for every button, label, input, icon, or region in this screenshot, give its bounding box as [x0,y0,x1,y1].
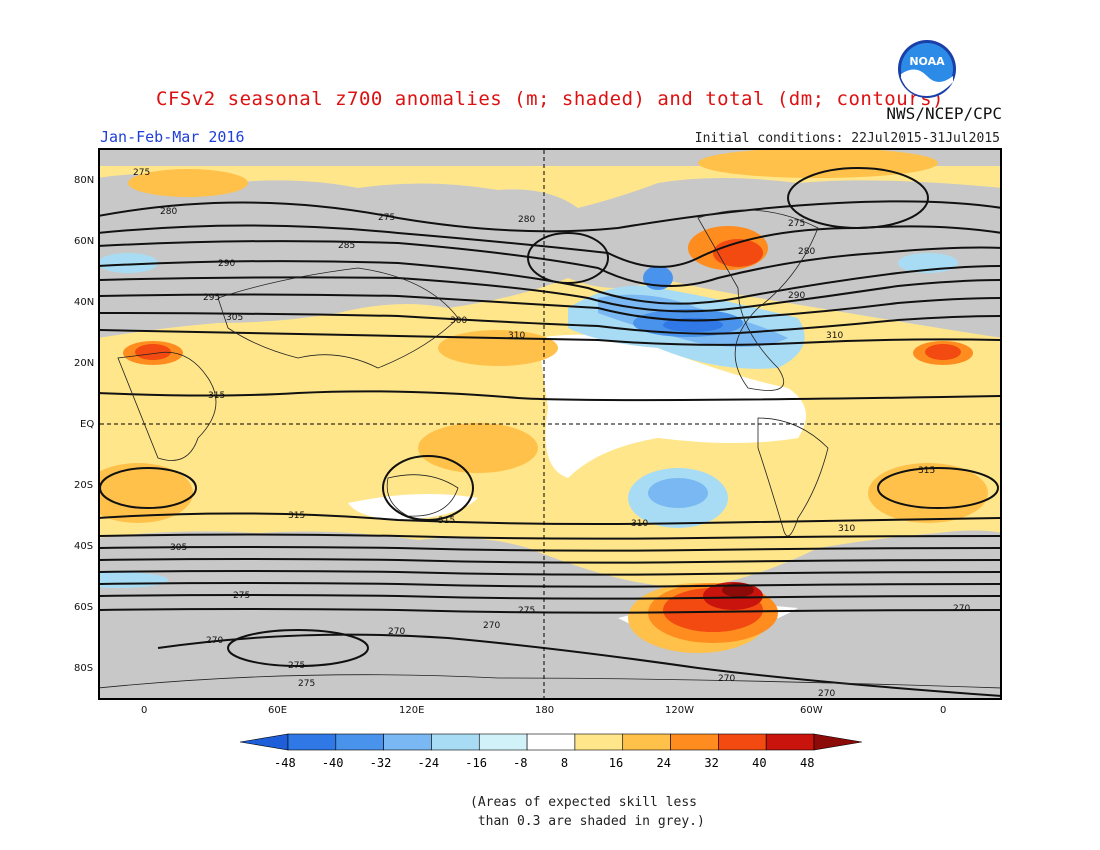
noaa-logo: NOAA [898,40,956,98]
lat-label: EQ [80,419,95,430]
colorbar-swatch [718,733,767,751]
colorbar-tick-label: 8 [560,756,569,770]
low-skill-shading [100,150,1000,698]
contour-label: 270 [206,636,223,646]
contour-label: 310 [508,331,525,341]
contour-label: 275 [378,213,395,223]
contour-label: 300 [450,316,467,326]
contour-label: 280 [160,207,177,217]
contour-label: 315 [438,516,455,526]
lat-label: 80S [74,663,94,674]
colorbar-swatch [670,733,719,751]
contour-label: 290 [218,259,235,269]
colorbar-swatch [383,733,432,751]
colorbar-tick-label: 48 [800,756,815,770]
contour-label: 315 [288,511,305,521]
lat-label: 80N [74,175,95,186]
colorbar-tick-label: -8 [513,756,528,770]
negative-anomaly-32 [663,318,723,332]
lon-label: 60E [268,705,288,716]
colorbar-tick-label: 32 [704,756,719,770]
map-panel: 275 280 285 290 295 300 305 310 315 275 … [98,148,1002,700]
lon-label: 60W [800,705,823,716]
contour-label: 310 [631,519,648,529]
lat-label: 40S [74,541,94,552]
colorbar-tick-label: -16 [465,756,487,770]
contour-label: 275 [298,679,315,689]
contour-label: 275 [288,661,305,671]
contour-label: 270 [718,674,735,684]
lon-label: 120E [399,705,425,716]
contour-label: 310 [838,524,855,534]
chart-title: CFSv2 seasonal z700 anomalies (m; shaded… [156,88,944,110]
contour-label: 290 [788,291,805,301]
forecast-period: Jan-Feb-Mar 2016 [100,128,245,146]
contour-label: 280 [518,215,535,225]
colorbar-swatch [622,733,671,751]
contour-label: 270 [953,604,970,614]
contour-label: 310 [826,331,843,341]
lat-label: 20N [74,358,95,369]
contour-label: 270 [818,689,835,699]
contour-label: 295 [203,293,220,303]
agency-label: NWS/NCEP/CPC [886,104,1002,123]
colorbar-swatches [239,733,863,751]
contour-label: 275 [518,606,535,616]
colorbar-swatch [431,733,480,751]
contour-label: 275 [133,168,150,178]
lon-label: 0 [940,705,947,716]
colorbar-swatch [765,733,815,751]
colorbar-swatch [478,733,528,751]
coastlines [100,209,1000,689]
contour-label: 270 [483,621,500,631]
colorbar-swatch [813,733,863,751]
colorbar-tick-label: -40 [321,756,344,770]
colorbar-tick-label: 16 [608,756,624,770]
anomaly-map: 275 280 285 290 295 300 305 310 315 275 … [98,148,1002,700]
contour-label: 305 [226,313,243,323]
map-frame [98,148,1002,700]
colorbar-swatch [287,733,337,751]
colorbar-tick-label: -48 [274,756,296,770]
contour-label: 315 [918,466,935,476]
contour-label-group: 275 280 285 290 295 300 305 310 315 275 … [133,168,970,699]
colorbar-tick-label: -32 [369,756,392,770]
lon-label: 120W [665,705,694,716]
colorbar-tick-label: 24 [656,756,671,770]
contour-label: 305 [170,543,187,553]
lon-label: 0 [141,705,148,716]
lon-label: 180 [535,705,555,716]
contour-label: 275 [233,591,250,601]
contour-label: 280 [798,247,815,257]
colorbar-labels: -48 -40 -32 -24 -16 -8 8 16 24 32 40 48 [240,755,862,773]
skill-footnote: (Areas of expected skill less than 0.3 a… [470,795,705,829]
colorbar-swatch [574,733,624,751]
noaa-logo-text: NOAA [909,55,945,68]
lat-label: 60S [74,602,94,613]
initial-conditions: Initial conditions: 22Jul2015-31Jul2015 [694,131,1000,146]
lat-label: 40N [74,297,95,308]
contour-label: 275 [788,219,805,229]
colorbar-swatch [335,733,384,751]
colorbar: -48 -40 -32 -24 -16 -8 8 16 24 32 40 48 [239,733,863,773]
lat-label: 20S [74,480,94,491]
colorbar-swatch [239,733,289,751]
lat-label: 60N [74,236,95,247]
colorbar-tick-label: -24 [417,756,440,770]
contour-label: 270 [388,627,405,637]
colorbar-swatch [526,733,576,751]
contour-label: 315 [208,391,225,401]
contour-label: 285 [338,241,355,251]
colorbar-tick-label: 40 [752,756,767,770]
